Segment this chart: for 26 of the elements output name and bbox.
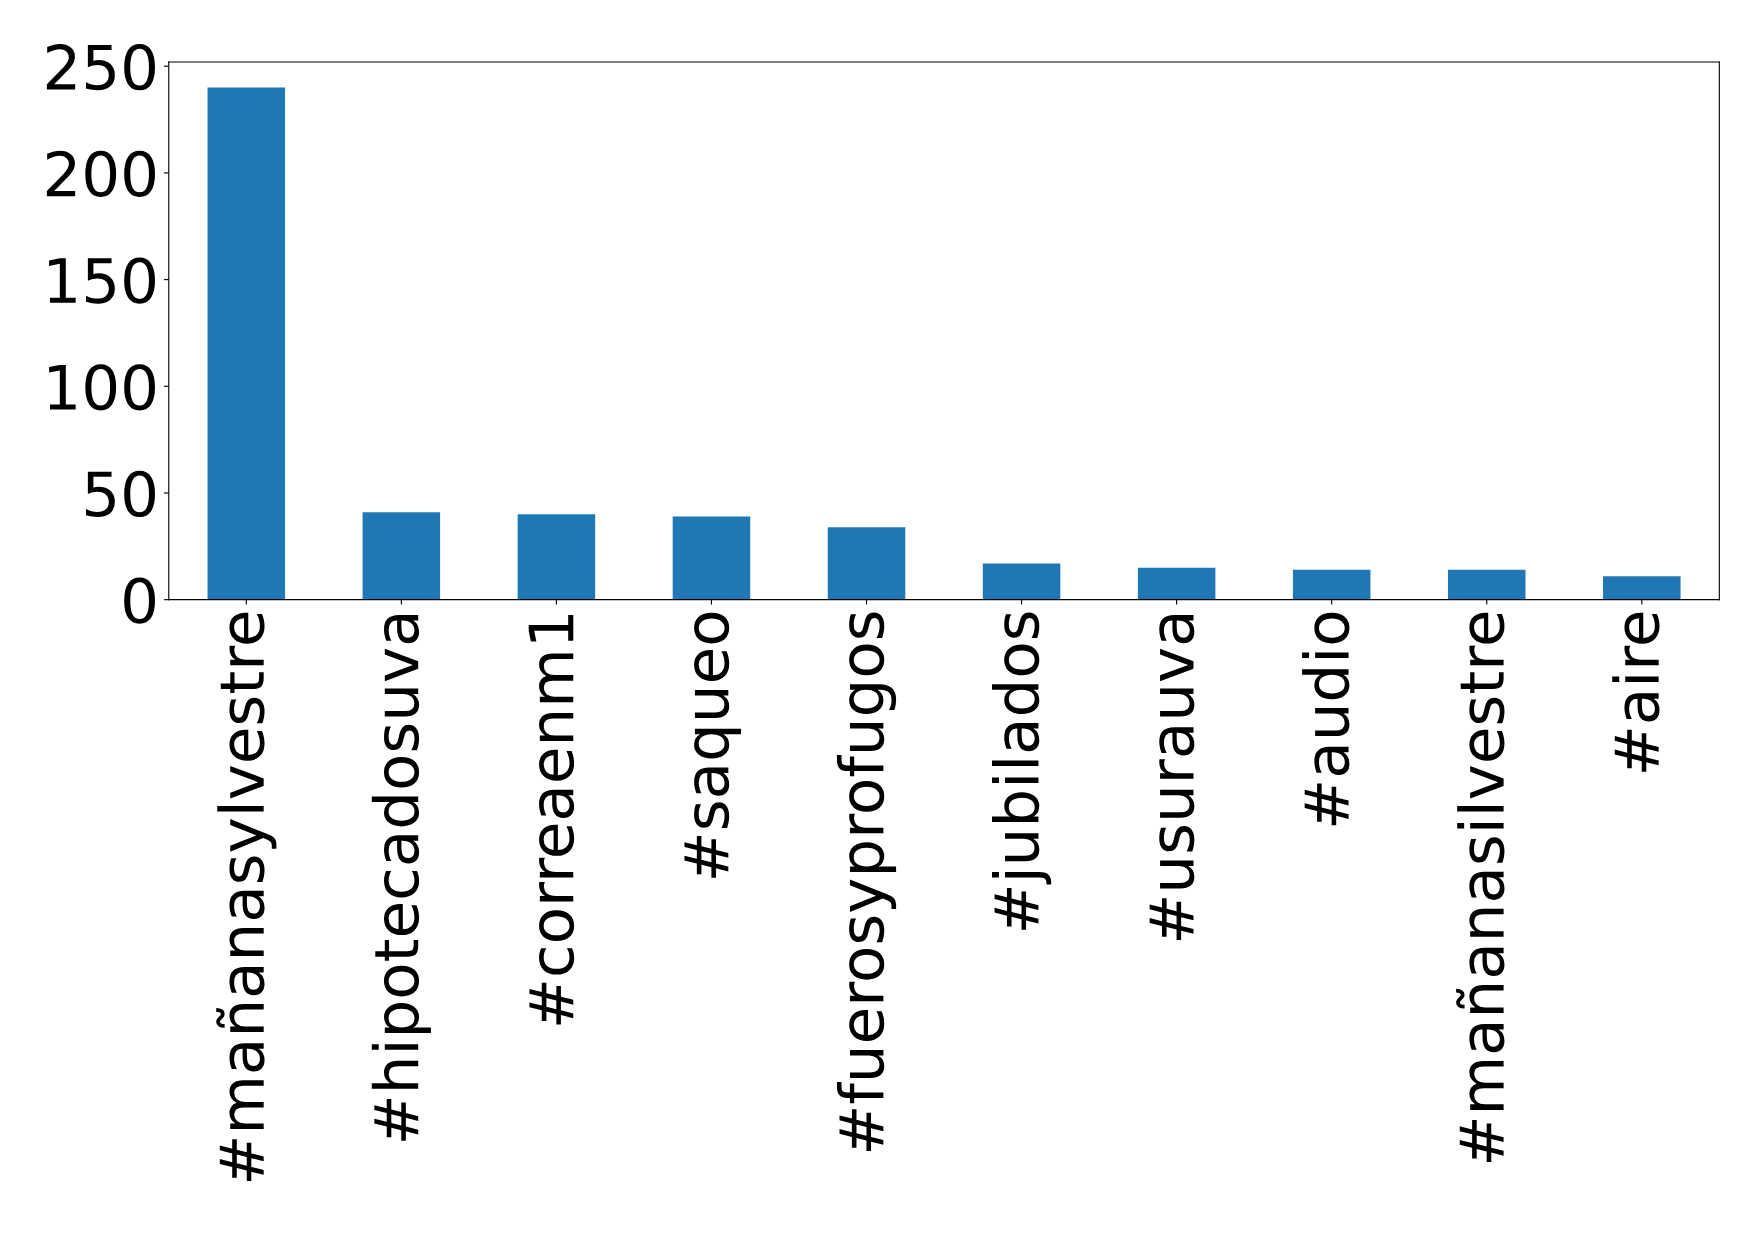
x-tick-label: #hipotecadosuva <box>371 614 431 1141</box>
y-tick-label: 250 <box>46 44 155 91</box>
y-tick-label: 0 <box>124 577 155 624</box>
x-tick-label: #audio <box>1302 612 1350 826</box>
x-tick-label: #fuerosyprofugos <box>836 612 897 1152</box>
y-tick-label: 100 <box>49 364 155 411</box>
x-tick-label: #jubilados <box>992 612 1052 930</box>
bar <box>517 514 596 600</box>
bar <box>1292 569 1371 600</box>
y-tick-label: 200 <box>46 150 155 197</box>
bar <box>672 516 751 600</box>
bar <box>362 512 441 600</box>
x-tick-label: #correaenm1 <box>528 615 575 1025</box>
x-tick-label: #mañanasilvestre <box>1456 612 1505 1162</box>
bar <box>982 563 1061 600</box>
bar <box>1137 567 1216 600</box>
x-tick-label: #saqueo <box>684 612 742 878</box>
y-tick-label: 150 <box>49 257 155 304</box>
x-tick-label: #usurauva <box>1149 614 1195 941</box>
bar <box>207 87 286 600</box>
y-tick-label: 50 <box>86 470 155 518</box>
x-tick-label: #aire <box>1612 612 1660 772</box>
bar <box>827 527 906 600</box>
bar <box>1447 569 1526 600</box>
x-tick-label: #mañanasylvestre <box>216 612 277 1182</box>
bar <box>1603 576 1681 600</box>
